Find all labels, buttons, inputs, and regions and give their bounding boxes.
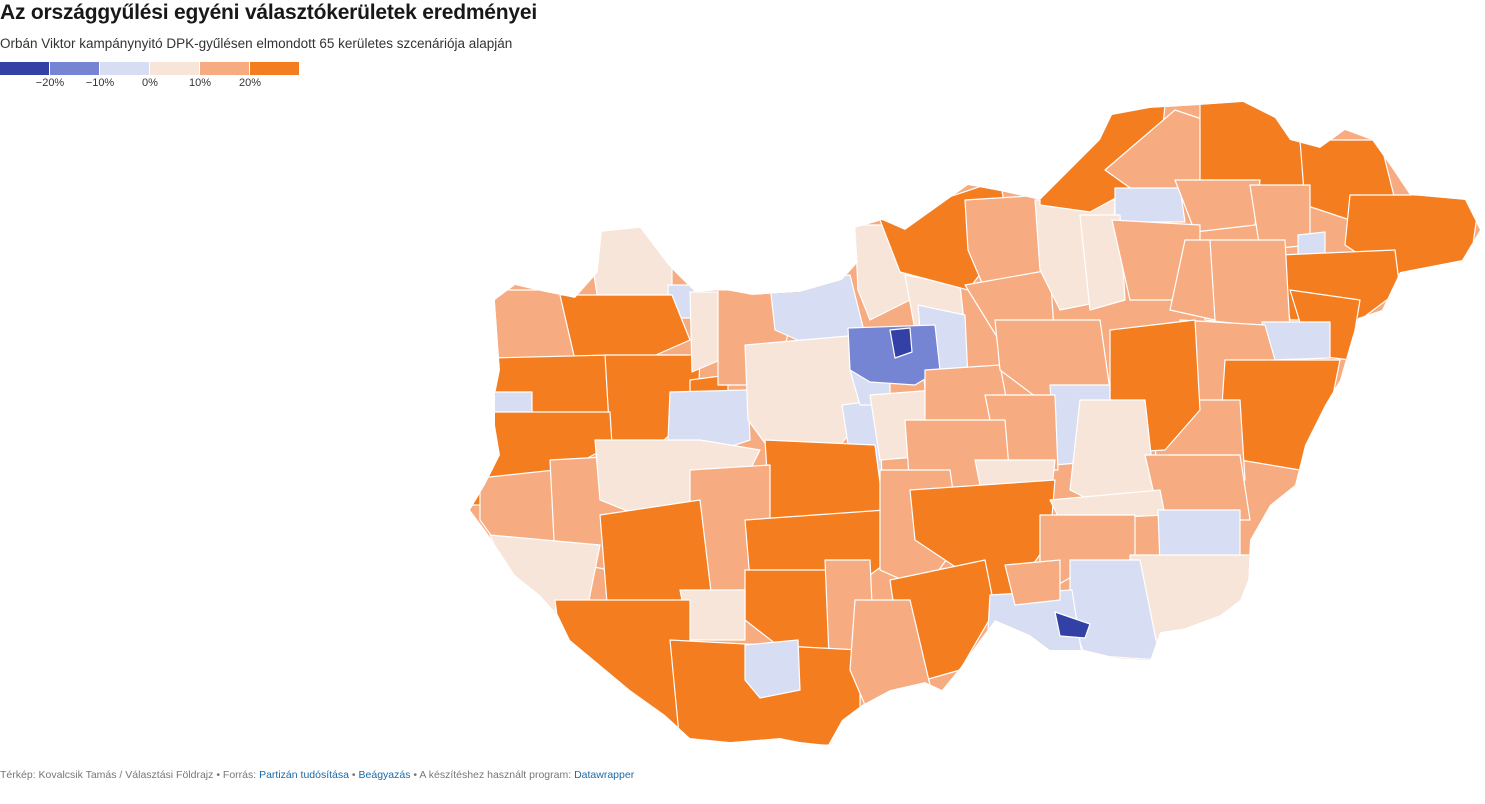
embed-link[interactable]: Beágyazás: [358, 769, 411, 781]
district-miskolc: [1114, 187, 1186, 223]
legend-tick-20: 20%: [238, 77, 262, 89]
legend-tick-minus10: −10%: [85, 77, 115, 89]
legend-tick-10: 10%: [188, 77, 212, 89]
district-mako: [1004, 559, 1061, 606]
legend-tick-minus20: −20%: [35, 77, 65, 89]
district-hajduboszormeny: [1169, 239, 1216, 321]
source-link[interactable]: Partizán tudósítása: [259, 769, 349, 781]
datawrapper-link[interactable]: Datawrapper: [574, 769, 635, 781]
legend-bar: [0, 62, 300, 75]
district-satoraljaujhely: [1199, 102, 1306, 191]
district-tata: [689, 291, 723, 373]
legend-tick-0: 0%: [142, 77, 158, 89]
district-pecs-city: [744, 639, 801, 699]
district-gyor-north: [584, 219, 673, 301]
district-szerencs: [1174, 179, 1261, 233]
district-mezokovesd: [1079, 214, 1126, 311]
chart-subtitle: Orbán Viktor kampánynyitó DPK-gyűlésen e…: [0, 36, 513, 51]
legend-swatch-3: [100, 62, 149, 75]
district-kapuvar: [559, 294, 691, 363]
legend-swatch-6: [250, 62, 299, 75]
footer-embed-sep: •: [351, 769, 356, 781]
color-legend: −20% −10% 0% 10% 20%: [0, 62, 300, 92]
footer: Térkép: Kovalcsik Tamás / Választási Föl…: [0, 769, 634, 781]
footer-credit: Térkép: Kovalcsik Tamás / Választási Föl…: [0, 769, 214, 781]
footer-source-prefix: • Forrás:: [216, 769, 257, 781]
footer-tool-prefix: • A készítéshez használt program:: [413, 769, 572, 781]
district-szeged-city: [1054, 611, 1091, 639]
district-budapest-inner: [889, 327, 913, 359]
district-barcs: [554, 599, 691, 741]
legend-ticks: −20% −10% 0% 10% 20%: [0, 75, 300, 91]
district-debrecen-north: [1204, 239, 1291, 331]
legend-swatch-2: [50, 62, 99, 75]
legend-swatch-1: [0, 62, 49, 75]
legend-swatch-5: [200, 62, 249, 75]
chart-title: Az országgyűlési egyéni választókerülete…: [0, 1, 538, 24]
legend-swatch-4: [150, 62, 199, 75]
